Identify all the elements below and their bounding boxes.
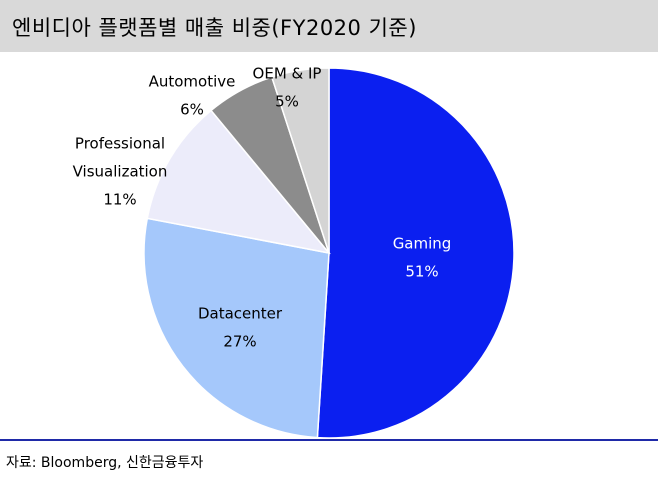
slice-label-automotive: Automotive [149, 73, 236, 91]
pie-slice-professional-visualization [146, 109, 331, 255]
data-label-oem-ip: 5% [275, 93, 299, 111]
source-note: 자료: Bloomberg, 신한금융투자 [6, 455, 204, 471]
pie-slice-datacenter [143, 217, 330, 439]
divider-line [0, 439, 658, 441]
pie-slice-oem-ip [270, 67, 330, 254]
slice-label-gaming: Gaming [393, 235, 452, 253]
slice-label-oem-ip: OEM & IP [253, 65, 322, 83]
slice-label-datacenter: Datacenter [198, 305, 283, 323]
data-label-automotive: 6% [180, 101, 204, 119]
title-bar: 엔비디아 플랫폼별 매출 비중(FY2020 기준) [0, 0, 658, 52]
data-label-professional-visualization: 11% [103, 191, 136, 209]
pie-chart: Gaming 51% Datacenter 27% Professional Visual… [73, 65, 515, 439]
data-label-datacenter: 27% [223, 333, 256, 351]
data-label-gaming: 51% [405, 263, 438, 281]
slice-label-professional-visualization: Professional [75, 135, 165, 153]
pie-slice-gaming [316, 67, 515, 439]
slice-label-professional-visualization: Visualization [73, 163, 168, 181]
chart-title: 엔비디아 플랫폼별 매출 비중(FY2020 기준) [12, 16, 417, 40]
